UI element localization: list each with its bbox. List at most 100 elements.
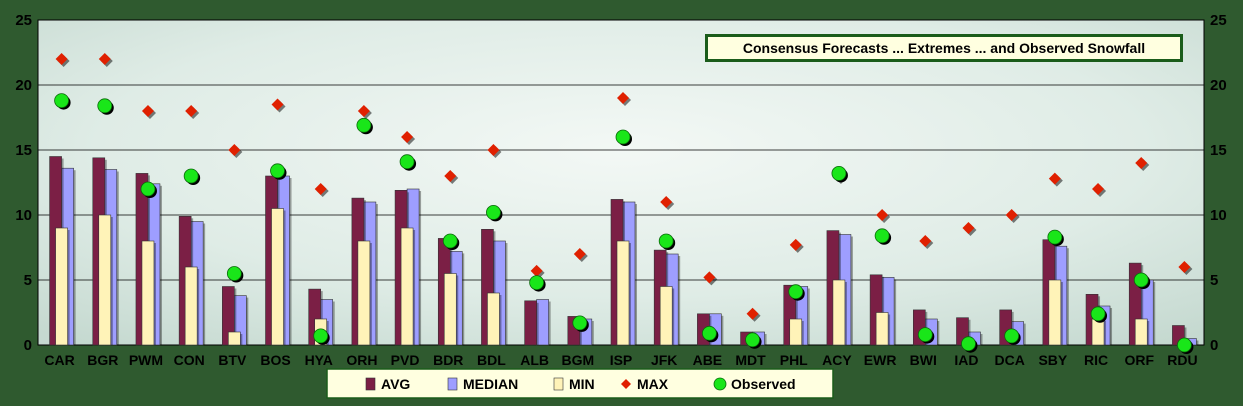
max-marker [228,144,241,156]
bar-min [487,292,500,346]
bar-min [1134,318,1148,346]
x-tick-label: CAR [44,352,74,368]
observed-marker [1133,272,1149,288]
bar-min [228,331,241,346]
observed-marker [917,327,933,343]
observed-marker [961,336,976,352]
max-marker [487,144,500,156]
observed-marker [486,204,501,220]
legend-swatch [447,377,458,391]
chart-title: Consensus Forecasts ... Extremes ... and… [743,40,1145,56]
observed-marker [97,98,113,114]
x-tick-label: PWM [129,352,163,368]
y-tick-label-left: 20 [15,77,32,94]
legend-item-min: MIN [553,376,595,392]
max-marker [746,307,759,320]
max-marker [444,170,457,182]
max-marker [357,105,370,117]
observed-marker [356,117,372,133]
legend-label: AVG [381,376,410,392]
x-tick-label: JFK [651,352,677,368]
y-tick-label-left: 0 [24,337,32,354]
max-marker [962,222,975,234]
max-marker [919,235,932,247]
x-axis-categories: CAR BGR PWM CON BTV BOS HYA ORH PVD BDR BDL ALB BGM I… [44,352,1197,368]
y-axis-left: 0 5 10 15 20 25 [15,12,32,354]
observed-marker [745,332,760,348]
max-marker [98,53,111,65]
observed-marker [701,325,717,341]
max-marker [314,183,327,195]
x-tick-label: ALB [520,352,549,368]
y-tick-label-right: 15 [1210,142,1227,159]
observed-marker [529,275,545,291]
legend-item-median: MEDIAN [447,376,518,392]
x-tick-label: ORH [346,352,377,368]
max-marker [141,105,154,117]
legend-item-max: MAX [621,376,669,392]
observed-marker [788,284,804,300]
max-marker [703,271,716,284]
observed-marker [831,165,847,181]
observed-marker [1177,337,1192,353]
max-marker [185,105,198,117]
max-marker [660,196,673,208]
observed-marker [1004,328,1020,344]
observed-marker [270,163,285,179]
bar-min [55,227,68,346]
x-tick-label: ISP [610,352,633,368]
y-tick-label-right: 10 [1210,207,1227,224]
bar-min [789,318,803,346]
observed-marker [313,328,329,344]
bar-avg [524,300,537,346]
y-tick-label-right: 0 [1210,337,1218,354]
bar-series [49,156,1199,346]
observed-marker [615,129,631,145]
x-tick-label: BDL [477,352,506,368]
observed-marker [1090,306,1106,322]
x-tick-label: IAD [954,352,978,368]
legend-label: MIN [569,376,595,392]
x-tick-label: ORF [1124,352,1154,368]
max-marker [573,248,586,260]
y-tick-label-left: 5 [24,272,32,289]
observed-marker [183,168,199,184]
max-marker [530,264,543,277]
observed-marker [572,315,588,331]
x-tick-label: RIC [1084,352,1108,368]
x-tick-label: MDT [735,352,766,368]
bar-min [1091,318,1105,346]
y-tick-label-left: 10 [15,207,32,224]
observed-marker [140,181,156,197]
marker-series [54,53,1194,354]
y-axis-right: 0 5 10 15 20 25 [1210,12,1227,354]
max-marker [401,131,414,143]
max-marker [1005,209,1018,221]
bar-min [659,286,673,346]
observed-marker [1047,229,1063,245]
legend-swatch [713,377,727,391]
x-tick-label: BDR [433,352,463,368]
bar-min [141,240,155,346]
max-marker [876,209,889,221]
legend-item-observed: Observed [713,376,796,392]
legend-label: MEDIAN [463,376,518,392]
observed-marker [54,93,69,108]
observed-marker [874,228,890,244]
x-tick-label: BOS [260,352,290,368]
x-tick-label: BTV [218,352,247,368]
bar-min [357,240,371,346]
x-tick-label: BGM [561,352,594,368]
legend-label: MAX [637,376,669,392]
max-marker [1092,183,1105,195]
legend-label: Observed [731,376,796,392]
x-tick-label: PHL [780,352,808,368]
y-tick-label-left: 15 [15,142,32,159]
max-marker [617,92,629,104]
x-tick-label: BWI [910,352,937,368]
y-tick-label-left: 25 [15,12,32,29]
x-tick-label: BGR [87,352,118,368]
x-tick-label: EWR [864,352,897,368]
x-tick-label: PVD [391,352,420,368]
